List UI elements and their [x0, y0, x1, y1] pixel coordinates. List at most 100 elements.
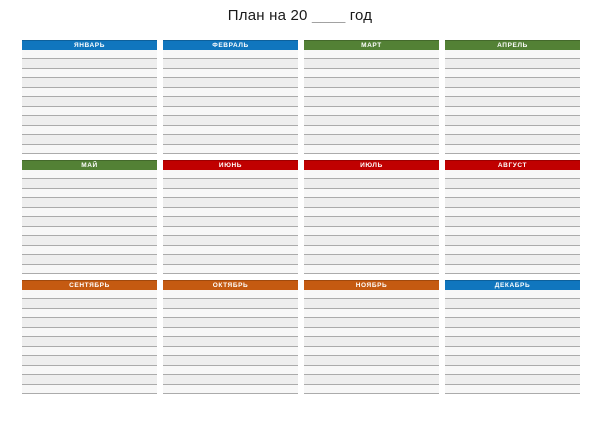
month-label: АВГУСТ [497, 161, 528, 169]
month-lines-january [22, 50, 157, 154]
ruled-line [163, 255, 298, 265]
month-header-august: АВГУСТ [445, 160, 580, 170]
ruled-line [22, 346, 157, 357]
month-label: МАЙ [81, 161, 98, 169]
month-header-april: АПРЕЛЬ [445, 40, 580, 50]
month-section-may: МАЙ [22, 160, 157, 274]
ruled-line [304, 125, 439, 136]
month-label: МАРТ [361, 41, 382, 49]
ruled-line [304, 356, 439, 366]
ruled-line [163, 170, 298, 180]
month-label: ЯНВАРЬ [73, 41, 106, 49]
ruled-line [445, 116, 580, 126]
month-header-june: ИЮНЬ [163, 160, 298, 170]
ruled-line [22, 337, 157, 347]
month-lines-november [304, 290, 439, 394]
ruled-line [163, 198, 298, 208]
month-label: СЕНТЯБРЬ [69, 281, 110, 289]
ruled-line [445, 327, 580, 338]
ruled-line [304, 346, 439, 357]
month-lines-october [163, 290, 298, 394]
month-header-november: НОЯБРЬ [304, 280, 439, 290]
ruled-line [445, 179, 580, 189]
month-label: НОЯБРЬ [355, 281, 388, 289]
ruled-line [304, 375, 439, 385]
month-lines-december [445, 290, 580, 394]
ruled-line [163, 217, 298, 227]
ruled-line [163, 87, 298, 98]
ruled-line [22, 59, 157, 69]
month-header-october: ОКТЯБРЬ [163, 280, 298, 290]
month-section-february: ФЕВРАЛЬ [163, 40, 298, 154]
ruled-line [445, 255, 580, 265]
ruled-line [445, 226, 580, 237]
ruled-line [445, 188, 580, 199]
ruled-line [445, 144, 580, 154]
month-header-march: МАРТ [304, 40, 439, 50]
ruled-line [304, 226, 439, 237]
ruled-line [22, 116, 157, 126]
ruled-line [304, 170, 439, 180]
ruled-line [445, 375, 580, 385]
ruled-line [22, 68, 157, 79]
month-section-november: НОЯБРЬ [304, 280, 439, 394]
ruled-line [304, 97, 439, 107]
ruled-line [304, 236, 439, 246]
ruled-line [304, 384, 439, 394]
month-lines-march [304, 50, 439, 154]
month-header-february: ФЕВРАЛЬ [163, 40, 298, 50]
ruled-line [304, 264, 439, 274]
month-section-june: ИЮНЬ [163, 160, 298, 274]
month-lines-may [22, 170, 157, 274]
ruled-line [22, 384, 157, 394]
ruled-line [163, 59, 298, 69]
ruled-line [445, 170, 580, 180]
ruled-line [163, 226, 298, 237]
ruled-line [445, 384, 580, 394]
ruled-line [304, 299, 439, 309]
ruled-line [304, 308, 439, 319]
ruled-line [22, 290, 157, 300]
ruled-line [22, 299, 157, 309]
ruled-line [163, 236, 298, 246]
month-section-december: ДЕКАБРЬ [445, 280, 580, 394]
ruled-line [445, 290, 580, 300]
month-header-may: МАЙ [22, 160, 157, 170]
month-section-january: ЯНВАРЬ [22, 40, 157, 154]
ruled-line [22, 144, 157, 154]
ruled-line [163, 318, 298, 328]
ruled-line [163, 97, 298, 107]
ruled-line [445, 135, 580, 145]
month-header-december: ДЕКАБРЬ [445, 280, 580, 290]
ruled-line [304, 179, 439, 189]
ruled-line [445, 245, 580, 256]
ruled-line [22, 179, 157, 189]
ruled-line [163, 337, 298, 347]
ruled-line [163, 290, 298, 300]
month-lines-february [163, 50, 298, 154]
month-section-october: ОКТЯБРЬ [163, 280, 298, 394]
ruled-line [22, 375, 157, 385]
ruled-line [163, 207, 298, 218]
month-lines-august [445, 170, 580, 274]
ruled-line [163, 299, 298, 309]
month-label: ФЕВРАЛЬ [212, 41, 249, 49]
ruled-line [163, 116, 298, 126]
ruled-line [22, 236, 157, 246]
ruled-line [445, 198, 580, 208]
ruled-line [22, 245, 157, 256]
ruled-line [445, 97, 580, 107]
ruled-line [304, 318, 439, 328]
ruled-line [445, 356, 580, 366]
ruled-line [445, 236, 580, 246]
month-lines-september [22, 290, 157, 394]
ruled-line [163, 308, 298, 319]
month-label: ОКТЯБРЬ [212, 281, 249, 289]
ruled-line [304, 188, 439, 199]
ruled-line [22, 217, 157, 227]
page-title: План на 20 ____ год [0, 7, 600, 24]
month-section-july: ИЮЛЬ [304, 160, 439, 274]
month-label: ИЮЛЬ [360, 161, 383, 169]
title-suffix: год [349, 7, 373, 24]
ruled-line [22, 170, 157, 180]
